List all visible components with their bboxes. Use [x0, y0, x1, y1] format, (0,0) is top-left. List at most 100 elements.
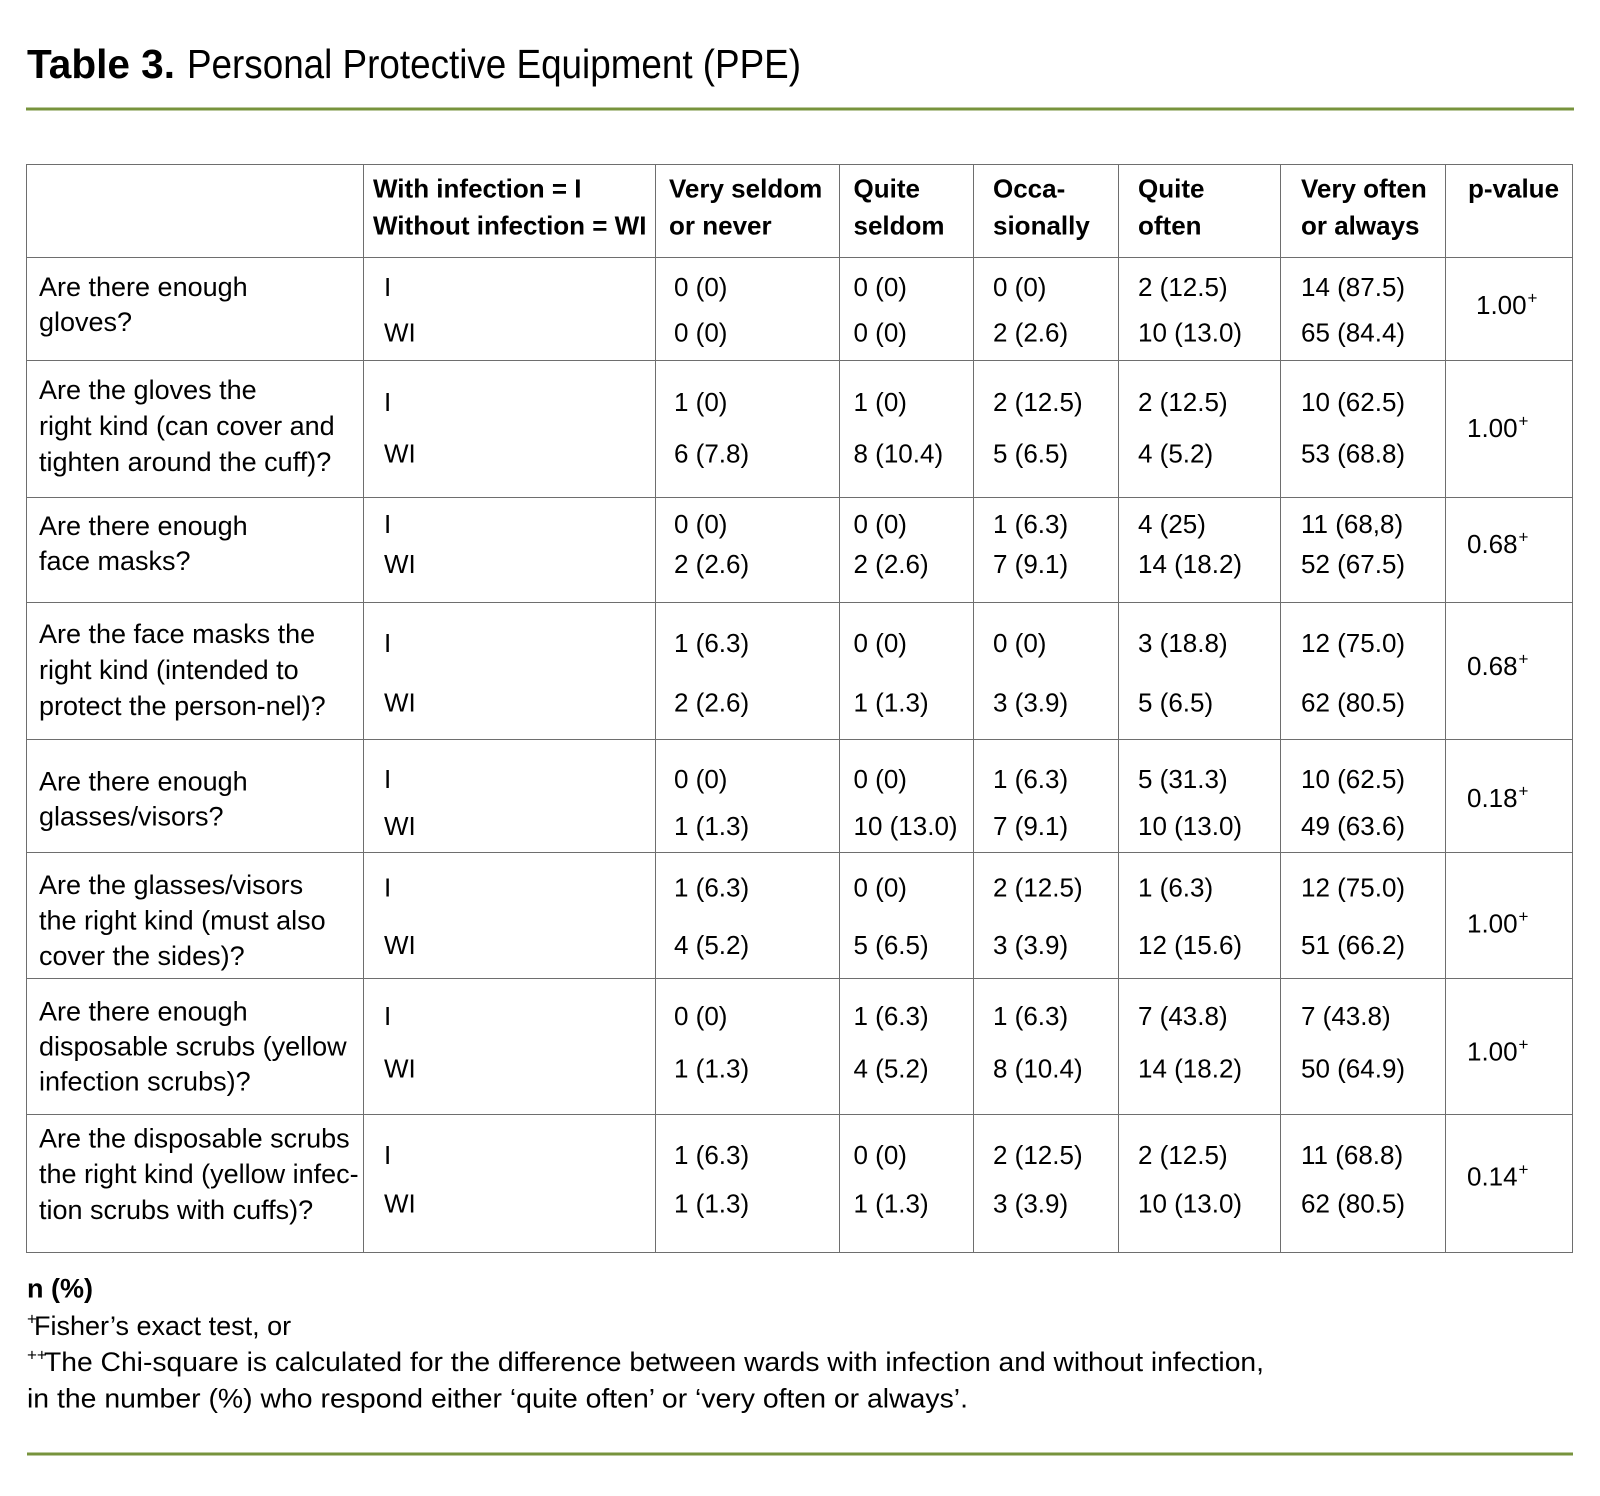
svg-text:face masks?: face masks? [39, 546, 191, 576]
svg-text:3 (3.9): 3 (3.9) [993, 930, 1068, 960]
svg-text:1 (6.3): 1 (6.3) [993, 1001, 1068, 1031]
svg-text:7 (43.8): 7 (43.8) [1301, 1001, 1391, 1031]
svg-text:WI: WI [384, 549, 416, 579]
svg-text:Quite: Quite [1138, 174, 1204, 204]
svg-text:10 (13.0): 10 (13.0) [1138, 1189, 1242, 1219]
svg-text:6 (7.8): 6 (7.8) [674, 439, 749, 469]
svg-text:0 (0): 0 (0) [674, 272, 727, 302]
svg-text:1.00: 1.00 [1467, 1037, 1518, 1067]
svg-text:2 (2.6): 2 (2.6) [993, 318, 1068, 348]
svg-text:0.68: 0.68 [1467, 651, 1518, 681]
svg-text:in the number (%) who respond: in the number (%) who respond either ‘qu… [27, 1384, 968, 1414]
svg-text:2 (12.5): 2 (12.5) [1138, 272, 1228, 302]
svg-text:5 (31.3): 5 (31.3) [1138, 764, 1228, 794]
svg-text:The Chi-square is calculated f: The Chi-square is calculated for the dif… [44, 1347, 1264, 1377]
svg-text:1 (1.3): 1 (1.3) [854, 1189, 929, 1219]
svg-text:50 (64.9): 50 (64.9) [1301, 1054, 1405, 1084]
svg-text:10 (13.0): 10 (13.0) [1138, 318, 1242, 348]
svg-text:disposable scrubs (yellow: disposable scrubs (yellow [39, 1032, 347, 1062]
svg-text:+: + [1519, 528, 1529, 547]
svg-text:or never: or never [669, 211, 772, 241]
svg-text:or always: or always [1301, 211, 1420, 241]
svg-text:Are there enough: Are there enough [39, 272, 248, 302]
svg-text:Occa-: Occa- [993, 174, 1065, 204]
svg-text:0 (0): 0 (0) [854, 272, 907, 302]
svg-text:0 (0): 0 (0) [674, 318, 727, 348]
svg-text:0 (0): 0 (0) [674, 1001, 727, 1031]
svg-text:0.18: 0.18 [1467, 783, 1518, 813]
svg-text:8 (10.4): 8 (10.4) [854, 439, 944, 469]
svg-text:I: I [384, 764, 391, 794]
svg-text:12 (75.0): 12 (75.0) [1301, 873, 1405, 903]
svg-text:0 (0): 0 (0) [674, 764, 727, 794]
svg-text:infection scrubs)?: infection scrubs)? [39, 1067, 251, 1097]
svg-text:1 (0): 1 (0) [854, 387, 907, 417]
svg-text:protect the person-nel)?: protect the person-nel)? [39, 691, 326, 721]
svg-text:0 (0): 0 (0) [854, 509, 907, 539]
svg-text:1 (1.3): 1 (1.3) [674, 811, 749, 841]
svg-text:right kind (can cover and: right kind (can cover and [39, 411, 335, 441]
svg-text:65 (84.4): 65 (84.4) [1301, 318, 1405, 348]
svg-text:cover the sides)?: cover the sides)? [39, 941, 245, 971]
svg-text:+: + [1519, 650, 1529, 669]
svg-text:10 (13.0): 10 (13.0) [854, 811, 958, 841]
svg-text:Quite: Quite [854, 174, 920, 204]
svg-text:WI: WI [384, 930, 416, 960]
svg-text:+: + [1519, 782, 1529, 801]
svg-text:glasses/visors?: glasses/visors? [39, 802, 224, 832]
svg-text:p-value: p-value [1468, 174, 1559, 204]
svg-text:10 (62.5): 10 (62.5) [1301, 764, 1405, 794]
svg-text:2 (12.5): 2 (12.5) [993, 387, 1083, 417]
svg-text:Fisher’s exact test, or: Fisher’s exact test, or [34, 1311, 291, 1341]
svg-text:WI: WI [384, 318, 416, 348]
svg-text:2 (12.5): 2 (12.5) [1138, 387, 1228, 417]
svg-text:WI: WI [384, 1189, 416, 1219]
svg-text:1 (1.3): 1 (1.3) [674, 1189, 749, 1219]
svg-text:Are there enough: Are there enough [39, 767, 248, 797]
svg-text:7 (9.1): 7 (9.1) [993, 549, 1068, 579]
svg-text:49 (63.6): 49 (63.6) [1301, 811, 1405, 841]
svg-text:53 (68.8): 53 (68.8) [1301, 439, 1405, 469]
svg-text:1 (1.3): 1 (1.3) [854, 687, 929, 717]
svg-text:2 (2.6): 2 (2.6) [854, 549, 929, 579]
svg-text:I: I [384, 628, 391, 658]
svg-text:7 (43.8): 7 (43.8) [1138, 1001, 1228, 1031]
svg-text:14 (87.5): 14 (87.5) [1301, 272, 1405, 302]
svg-text:1.00: 1.00 [1467, 909, 1518, 939]
svg-text:sionally: sionally [993, 211, 1090, 241]
svg-text:Are the face masks the: Are the face masks the [39, 619, 315, 649]
svg-text:Are there enough: Are there enough [39, 997, 248, 1027]
svg-text:1 (6.3): 1 (6.3) [674, 1140, 749, 1170]
svg-text:62 (80.5): 62 (80.5) [1301, 687, 1405, 717]
svg-text:10 (13.0): 10 (13.0) [1138, 811, 1242, 841]
svg-text:I: I [384, 1140, 391, 1170]
svg-text:2 (2.6): 2 (2.6) [674, 549, 749, 579]
svg-text:4 (5.2): 4 (5.2) [854, 1054, 929, 1084]
svg-text:5 (6.5): 5 (6.5) [993, 439, 1068, 469]
svg-text:12 (75.0): 12 (75.0) [1301, 628, 1405, 658]
svg-text:WI: WI [384, 687, 416, 717]
svg-text:14 (18.2): 14 (18.2) [1138, 1054, 1242, 1084]
svg-text:7 (9.1): 7 (9.1) [993, 811, 1068, 841]
svg-text:Are the gloves the: Are the gloves the [39, 375, 257, 405]
svg-text:WI: WI [384, 1054, 416, 1084]
svg-text:the right kind (must also: the right kind (must also [39, 905, 326, 935]
svg-text:Table 3.: Table 3. [27, 41, 175, 87]
svg-text:52 (67.5): 52 (67.5) [1301, 549, 1405, 579]
svg-text:Very often: Very often [1301, 174, 1427, 204]
svg-text:2 (12.5): 2 (12.5) [993, 873, 1083, 903]
svg-text:0 (0): 0 (0) [993, 272, 1046, 302]
svg-text:tion scrubs with cuffs)?: tion scrubs with cuffs)? [39, 1195, 313, 1225]
svg-text:11 (68,8): 11 (68,8) [1301, 509, 1403, 539]
svg-text:1.00: 1.00 [1467, 413, 1518, 443]
svg-text:1 (6.3): 1 (6.3) [674, 873, 749, 903]
svg-text:often: often [1138, 211, 1202, 241]
svg-text:14 (18.2): 14 (18.2) [1138, 549, 1242, 579]
svg-text:12 (15.6): 12 (15.6) [1138, 930, 1242, 960]
svg-text:0 (0): 0 (0) [854, 628, 907, 658]
svg-text:++: ++ [27, 1346, 47, 1365]
svg-text:10 (62.5): 10 (62.5) [1301, 387, 1405, 417]
svg-text:3 (18.8): 3 (18.8) [1138, 628, 1228, 658]
svg-text:2 (12.5): 2 (12.5) [993, 1140, 1083, 1170]
svg-text:seldom: seldom [854, 211, 945, 241]
